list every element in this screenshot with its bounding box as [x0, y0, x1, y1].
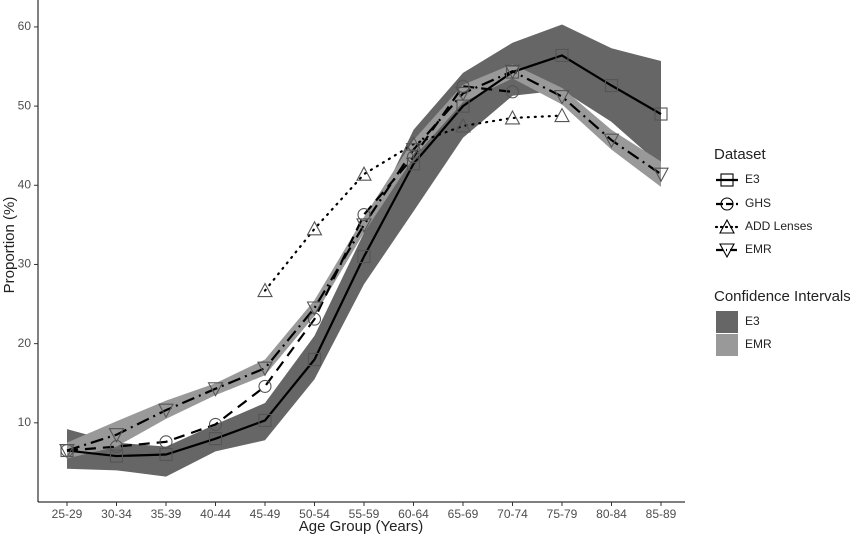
data-point [59, 443, 75, 459]
data-point [356, 218, 372, 234]
data-point [357, 208, 371, 222]
legend-label: GHS [745, 196, 771, 210]
y-tick-label: 40 [18, 177, 32, 191]
legend-label: E3 [745, 172, 760, 186]
data-point [207, 382, 224, 397]
data-point [405, 143, 422, 158]
data-point [307, 352, 322, 367]
data-point [555, 48, 569, 62]
data-point [654, 107, 668, 121]
data-point [406, 157, 421, 171]
x-tick-label: 70-74 [497, 507, 528, 521]
y-tick-label: 50 [18, 98, 32, 112]
data-point [158, 403, 174, 419]
y-axis-title: Proportion (%) [1, 197, 18, 294]
data-point [306, 220, 323, 236]
y-tick-label: 20 [18, 336, 32, 350]
x-tick-label: 30-34 [101, 507, 132, 521]
data-point [653, 167, 669, 183]
x-tick-label: 55-59 [349, 507, 380, 521]
series-line [66, 70, 662, 452]
data-point [357, 249, 371, 264]
data-point [505, 85, 520, 99]
x-tick-label: 25-29 [52, 507, 83, 521]
legend-label: EMR [745, 242, 772, 256]
y-tick-label: 30 [18, 257, 32, 271]
data-point [554, 107, 570, 123]
data-point [257, 361, 273, 377]
data-point [307, 312, 322, 326]
x-tick-label: 50-54 [299, 507, 330, 521]
data-point [604, 78, 619, 93]
x-tick-label: 80-84 [596, 507, 627, 521]
data-point [603, 133, 620, 149]
data-point [208, 432, 223, 446]
x-tick-label: 40-44 [200, 507, 231, 521]
legend-marker [720, 173, 734, 187]
x-tick-label: 75-79 [547, 507, 578, 521]
legend-swatch [716, 311, 738, 333]
data-point [258, 379, 272, 393]
data-point [554, 90, 570, 105]
data-point [109, 449, 124, 463]
legend-label: E3 [745, 314, 760, 328]
legend-title: Dataset [714, 146, 767, 163]
legend-title: Confidence Intervals [714, 288, 850, 305]
data-point [504, 64, 521, 80]
x-axis-title: Age Group (Years) [299, 518, 424, 535]
data-point [306, 301, 323, 317]
data-point [356, 166, 372, 181]
y-tick-label: 10 [18, 415, 32, 429]
legend-marker [720, 197, 734, 211]
x-tick-label: 85-89 [646, 507, 677, 521]
data-point [455, 117, 471, 133]
data-point [406, 150, 421, 164]
x-tick-label: 65-69 [448, 507, 479, 521]
data-point [257, 282, 273, 298]
x-tick-label: 45-49 [250, 507, 281, 521]
x-tick-label: 35-39 [151, 507, 182, 521]
data-point [455, 86, 471, 102]
data-point [159, 447, 173, 462]
confidence-band [67, 64, 661, 459]
legend-label: EMR [745, 337, 772, 351]
data-point [504, 109, 521, 125]
data-point [258, 413, 272, 427]
data-point [159, 435, 173, 449]
y-tick-label: 60 [18, 19, 32, 33]
x-tick-label: 60-64 [398, 507, 429, 521]
data-point [108, 428, 125, 443]
series-line [66, 85, 513, 452]
legend-marker [719, 218, 735, 234]
legend-marker [719, 243, 735, 259]
data-point [456, 79, 470, 93]
data-point [208, 417, 223, 431]
legend-label: ADD Lenses [745, 219, 812, 233]
legend-swatch [716, 334, 738, 356]
series-line [66, 54, 662, 458]
